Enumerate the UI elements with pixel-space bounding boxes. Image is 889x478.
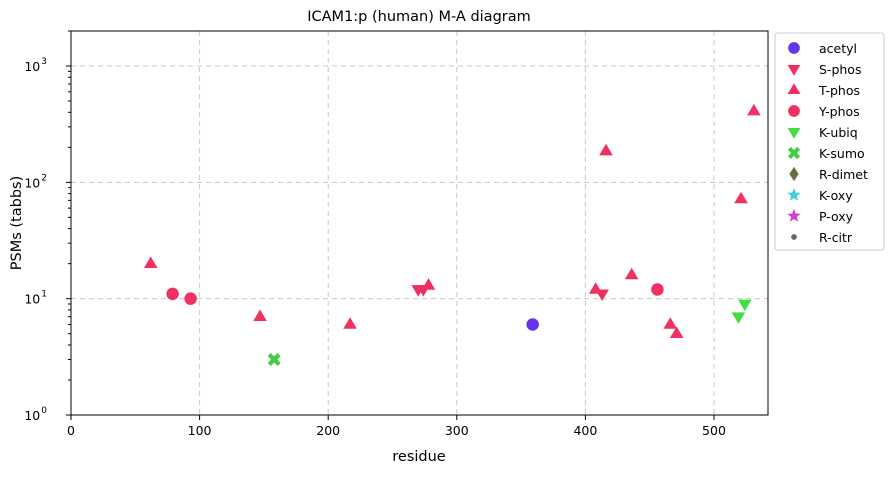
legend-label-s-phos: S-phos [819,62,861,77]
x-tick-label: 300 [445,423,469,438]
legend-box [774,32,885,251]
data-point-t-phos [663,317,678,329]
legend-marker-t-phos [787,83,801,95]
data-point-t-phos [421,278,436,290]
data-point-acetyl [526,318,539,331]
legend-label-acetyl: acetyl [819,41,857,56]
data-point-t-phos [599,143,613,156]
legend-marker-r-dimet [789,166,799,182]
legend-label-k-sumo: K-sumo [819,146,865,161]
data-point-t-phos [734,191,748,204]
y-tick-label: 100 [24,406,47,423]
data-points [143,103,761,367]
x-tick-label: 400 [573,423,597,438]
legend-label-t-phos: T-phos [818,83,860,98]
gridlines [71,31,768,415]
data-point-t-phos [143,256,158,268]
legend-marker-r-citr [791,234,797,240]
x-tick-label: 100 [188,423,212,438]
data-point-k-ubiq [731,312,746,324]
data-point-t-phos [343,317,357,329]
y-tick-label: 102 [24,173,47,190]
plot-area [70,30,769,416]
legend-marker-p-oxy [787,208,801,222]
legend-label-p-oxy: P-oxy [819,209,854,224]
data-point-k-sumo [267,352,281,367]
legend-label-r-citr: R-citr [819,230,853,245]
x-tick-label: 200 [316,423,340,438]
legend-label-k-oxy: K-oxy [819,188,853,203]
legend-marker-k-oxy [787,187,801,201]
data-point-t-phos [624,267,639,280]
data-point-t-phos [669,326,684,339]
y-axis-label: PSMs (tabbs) [9,176,25,270]
data-point-y-phos [184,292,197,305]
x-axis: 0 100 200 300 400 500 [67,415,726,438]
data-point-y-phos [166,287,179,301]
legend-label-r-dimet: R-dimet [819,167,868,182]
data-point-t-phos [253,309,267,322]
data-point-t-phos [747,103,761,116]
legend: acetyl S-phos T-phos Y-phos K-ubiq K-sumo R-di… [774,32,885,251]
x-tick-label: 500 [702,423,726,438]
legend-label-y-phos: Y-phos [818,104,860,119]
chart-title: ICAM1:p (human) M-A diagram [307,9,531,25]
data-point-k-ubiq [738,299,752,312]
legend-label-k-ubiq: K-ubiq [819,125,858,140]
legend-marker-s-phos [787,64,801,76]
legend-marker-acetyl [788,42,800,54]
y-tick-label: 101 [24,290,47,307]
legend-marker-y-phos [788,105,800,117]
legend-marker-k-sumo [787,146,801,160]
x-tick-label: 0 [67,423,75,438]
y-tick-label: 103 [24,57,47,74]
x-axis-label: residue [392,449,446,465]
data-point-t-phos [588,282,603,294]
y-axis: 100 101 102 103 [24,30,71,423]
legend-marker-k-ubiq [787,127,801,139]
data-point-y-phos [651,283,664,296]
